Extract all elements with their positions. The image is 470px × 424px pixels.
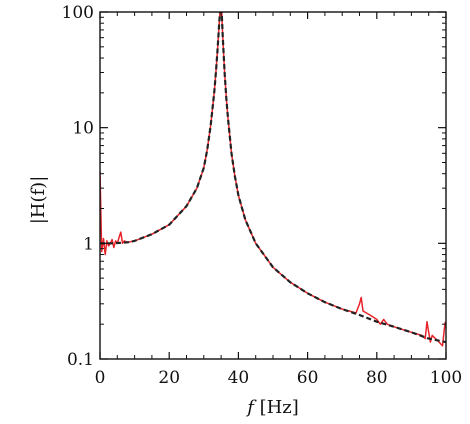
series-layer bbox=[100, 12, 446, 347]
x-tick-label: 100 bbox=[430, 368, 462, 388]
y-tick-label: 100 bbox=[62, 3, 94, 23]
x-axis-label: f [Hz] bbox=[245, 397, 299, 418]
y-tick-label: 10 bbox=[72, 119, 94, 139]
tick-layer: 0 20 40 60 80 100 0.1 1 10 100 bbox=[62, 3, 463, 388]
x-axis-label-unit: [Hz] bbox=[254, 397, 299, 418]
model-curve-series bbox=[100, 12, 446, 344]
y-axis-label: |H(f)| bbox=[28, 176, 49, 225]
x-tick-label: 40 bbox=[228, 368, 250, 388]
y-tick-label: 0.1 bbox=[67, 350, 94, 370]
measured-curve-series bbox=[100, 12, 446, 347]
x-tick-label: 80 bbox=[366, 368, 388, 388]
x-tick-label: 60 bbox=[297, 368, 319, 388]
y-tick-label: 1 bbox=[83, 234, 94, 254]
x-tick-label: 0 bbox=[95, 368, 106, 388]
plot-frame bbox=[99, 11, 447, 360]
x-tick-label: 20 bbox=[158, 368, 180, 388]
